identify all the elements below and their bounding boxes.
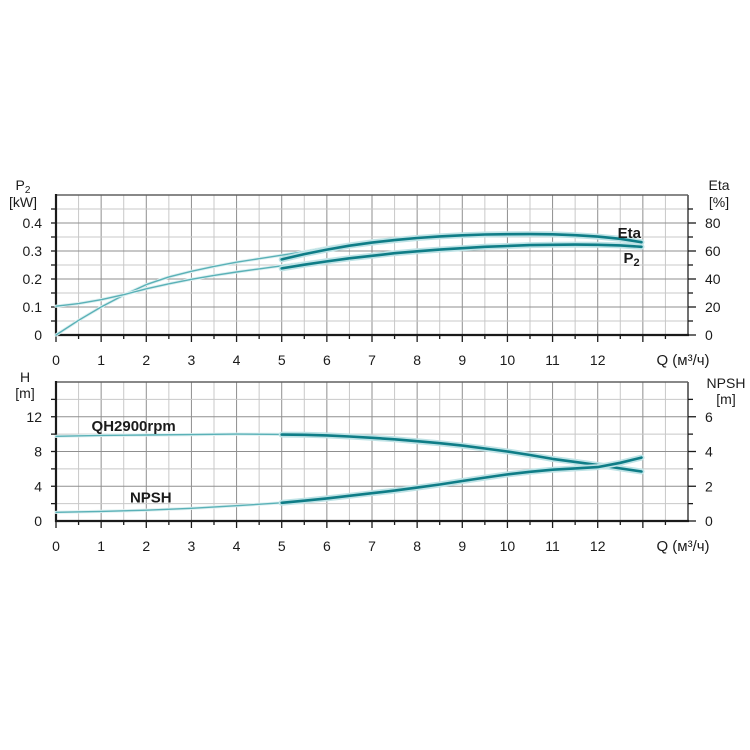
curve-label-eta: Eta: [618, 225, 642, 242]
left-axis-unit: [kW]: [9, 194, 37, 210]
left-tick-label: 4: [34, 478, 42, 494]
curve-p2: [280, 243, 643, 270]
ticks: [51, 398, 696, 528]
right-axis-unit: [%]: [709, 194, 729, 210]
x-tick-label: 2: [142, 538, 150, 554]
chart-panel-1: 0 1 2 3 4 5 6 7 8 9 10 11 1200.10.20.30.4020406080P2…: [9, 177, 730, 369]
x-tick-label: 0: [52, 538, 60, 554]
x-tick-label: 9: [458, 352, 466, 368]
x-tick-label: 1: [97, 538, 105, 554]
curve-eta_thin-glow: [54, 236, 406, 337]
left-tick-label: 0.2: [23, 271, 43, 287]
axis-titles: H[m]NPSH[m]Q (м³/ч): [15, 369, 745, 555]
x-tick-label: 3: [188, 352, 196, 368]
curves: [54, 431, 645, 514]
left-axis-title: H: [20, 369, 30, 385]
curve-qh_thin: [55, 433, 283, 437]
right-tick-label: 20: [705, 299, 721, 315]
x-tick-label: 8: [413, 538, 421, 554]
x-tick-label: 12: [590, 352, 606, 368]
curve-eta_thin: [55, 237, 405, 336]
x-tick-label: 6: [323, 352, 331, 368]
right-tick-label: 2: [705, 478, 713, 494]
left-tick-label: 0.4: [23, 215, 43, 231]
right-tick-label: 0: [705, 513, 713, 529]
curve-label-p₂: P2: [624, 250, 640, 269]
x-axis-title: Q (м³/ч): [656, 352, 709, 369]
left-tick-label: 12: [26, 409, 42, 425]
right-tick-label: 40: [705, 271, 721, 287]
x-tick-label: 2: [142, 352, 150, 368]
right-tick-label: 6: [705, 409, 713, 425]
right-tick-label: 80: [705, 215, 721, 231]
curve-label-qh2900rpm: QH2900rpm: [92, 418, 176, 435]
x-tick-label: 10: [500, 352, 516, 368]
x-tick-label: 7: [368, 352, 376, 368]
x-tick-label: 4: [233, 352, 241, 368]
left-tick-label: 0.3: [23, 243, 43, 259]
x-tick-label: 11: [545, 538, 560, 554]
right-tick-label: 60: [705, 243, 721, 259]
x-tick-label: 5: [278, 538, 286, 554]
x-tick-label: 9: [458, 538, 466, 554]
curves: [54, 231, 645, 337]
curve-labels: QH2900rpm NPSH: [92, 418, 176, 507]
x-tick-label: 6: [323, 538, 331, 554]
x-tick-label: 10: [500, 538, 516, 554]
x-tick-label: 12: [590, 538, 606, 554]
x-tick-label: 8: [413, 352, 421, 368]
curve-npsh_thin: [55, 502, 283, 513]
left-tick-label: 0.1: [23, 299, 43, 315]
right-axis-title: NPSH: [707, 375, 746, 391]
left-tick-label: 0: [34, 513, 42, 529]
left-tick-label: 0: [34, 327, 42, 343]
right-axis-title: Eta: [708, 177, 729, 193]
curve-labels: Eta P2: [618, 225, 642, 269]
axis-titles: P2[kW]Eta[%]Q (м³/ч): [9, 177, 730, 369]
right-tick-label: 0: [705, 327, 713, 343]
x-tick-label: 1: [97, 352, 105, 368]
right-axis-unit: [m]: [716, 391, 735, 407]
gridlines: [56, 195, 688, 335]
x-tick-label: 5: [278, 352, 286, 368]
left-axis-title: P2: [16, 177, 31, 196]
x-axis-title: Q (м³/ч): [656, 538, 709, 555]
x-tick-label: 7: [368, 538, 376, 554]
curve-eta: [280, 232, 643, 261]
left-axis-unit: [m]: [15, 385, 34, 401]
left-tick-label: 8: [34, 444, 42, 460]
curve-npsh: [280, 456, 643, 505]
x-tick-label: 3: [188, 538, 196, 554]
curve-qh2900rpm: [280, 433, 643, 473]
ticks: [51, 208, 696, 342]
x-tick-label: 4: [233, 538, 241, 554]
x-tick-label: 0: [52, 352, 60, 368]
curve-label-npsh: NPSH: [130, 490, 172, 507]
x-tick-label: 11: [545, 352, 560, 368]
right-tick-label: 4: [705, 444, 713, 460]
